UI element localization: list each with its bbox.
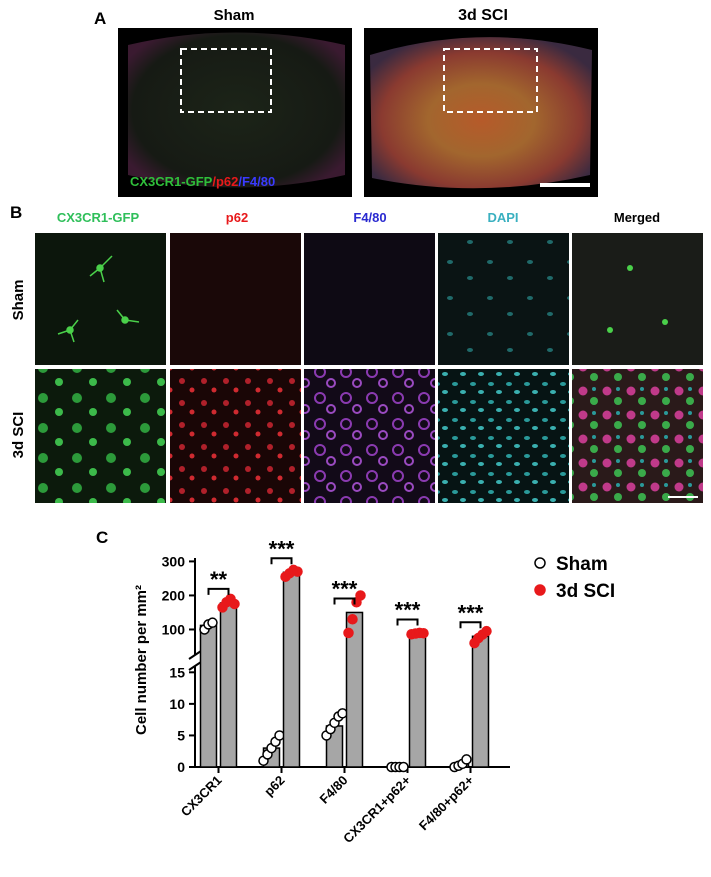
roi-box bbox=[180, 48, 272, 113]
micrograph bbox=[438, 233, 569, 365]
roi-box bbox=[443, 48, 538, 113]
panel-label: C bbox=[96, 528, 108, 547]
y-tick-label: 5 bbox=[177, 727, 185, 743]
scale-bar bbox=[540, 183, 590, 187]
data-point bbox=[461, 754, 472, 765]
x-tick-label: CX3CR1 bbox=[178, 773, 225, 820]
legend-marker bbox=[534, 557, 546, 569]
column-title: F4/80 bbox=[353, 210, 386, 225]
micrograph bbox=[35, 233, 166, 365]
column-title: CX3CR1-GFP bbox=[57, 210, 140, 225]
y-axis-title: Cell number per mm² bbox=[133, 585, 150, 735]
bar bbox=[199, 624, 218, 768]
micrograph bbox=[304, 369, 435, 503]
data-point bbox=[398, 761, 409, 773]
x-tick-label: CX3CR1+p62+ bbox=[340, 772, 414, 846]
micrograph bbox=[170, 369, 301, 503]
bar bbox=[471, 635, 490, 768]
data-point bbox=[337, 708, 348, 719]
y-tick-label: 100 bbox=[162, 621, 186, 637]
data-point bbox=[292, 566, 303, 577]
significance-bracket bbox=[333, 597, 356, 605]
y-tick-label: 200 bbox=[162, 587, 186, 603]
image-title: Sham bbox=[214, 7, 255, 24]
chart: 100 200 300 0 5 10 15 CX3CR1 ** p62 *** F4/80 *** CX3… bbox=[162, 536, 615, 846]
axis-break bbox=[188, 650, 202, 660]
data-point bbox=[274, 730, 285, 741]
significance-label: *** bbox=[269, 536, 295, 561]
panel-label: B bbox=[10, 203, 22, 222]
panel-label: A bbox=[94, 9, 106, 28]
column-title: DAPI bbox=[487, 210, 518, 225]
legend-label: Sham bbox=[556, 554, 608, 575]
data-point bbox=[207, 617, 218, 628]
significance-label: *** bbox=[458, 600, 484, 625]
legend-label: 3d SCI bbox=[556, 581, 615, 602]
image-title: 3d SCI bbox=[458, 7, 508, 24]
micrograph bbox=[35, 369, 166, 503]
significance-bracket bbox=[270, 557, 293, 565]
micrograph bbox=[304, 233, 435, 365]
data-point bbox=[418, 627, 429, 639]
legend-marker bbox=[534, 584, 546, 596]
data-point bbox=[355, 590, 366, 601]
x-tick-label: F4/80 bbox=[317, 773, 351, 807]
section-image bbox=[128, 32, 345, 188]
bar bbox=[219, 602, 238, 768]
x-tick-label: p62 bbox=[261, 773, 287, 799]
micrograph bbox=[170, 233, 301, 365]
microglia bbox=[57, 255, 140, 343]
scale-bar bbox=[668, 496, 698, 498]
bar bbox=[282, 571, 301, 768]
y-tick-label: 10 bbox=[169, 696, 185, 712]
column-title: Merged bbox=[614, 210, 660, 225]
significance-bracket bbox=[207, 587, 230, 595]
stain-legend: CX3CR1-GFP/p62/F4/80 bbox=[130, 174, 275, 189]
micrograph bbox=[438, 369, 569, 503]
y-tick-label: 0 bbox=[177, 759, 185, 775]
data-point bbox=[481, 625, 492, 637]
data-point bbox=[343, 627, 354, 639]
x-tick-label: F4/80+p62+ bbox=[416, 772, 477, 833]
data-point bbox=[347, 614, 358, 625]
micrograph bbox=[572, 369, 703, 503]
y-tick-label: 15 bbox=[169, 664, 185, 680]
bar bbox=[345, 611, 364, 768]
significance-label: ** bbox=[210, 567, 228, 592]
row-label: 3d SCI bbox=[10, 412, 27, 459]
significance-label: *** bbox=[332, 576, 358, 601]
bar bbox=[408, 632, 427, 768]
significance-bracket bbox=[459, 621, 482, 629]
axis-break bbox=[188, 661, 202, 671]
row-label: Sham bbox=[10, 280, 27, 321]
data-point bbox=[229, 598, 240, 610]
micrograph bbox=[572, 233, 703, 365]
y-tick-label: 300 bbox=[162, 553, 186, 569]
column-title: p62 bbox=[226, 210, 248, 225]
significance-label: *** bbox=[395, 598, 421, 623]
microglia bbox=[607, 265, 668, 333]
significance-bracket bbox=[396, 618, 419, 626]
